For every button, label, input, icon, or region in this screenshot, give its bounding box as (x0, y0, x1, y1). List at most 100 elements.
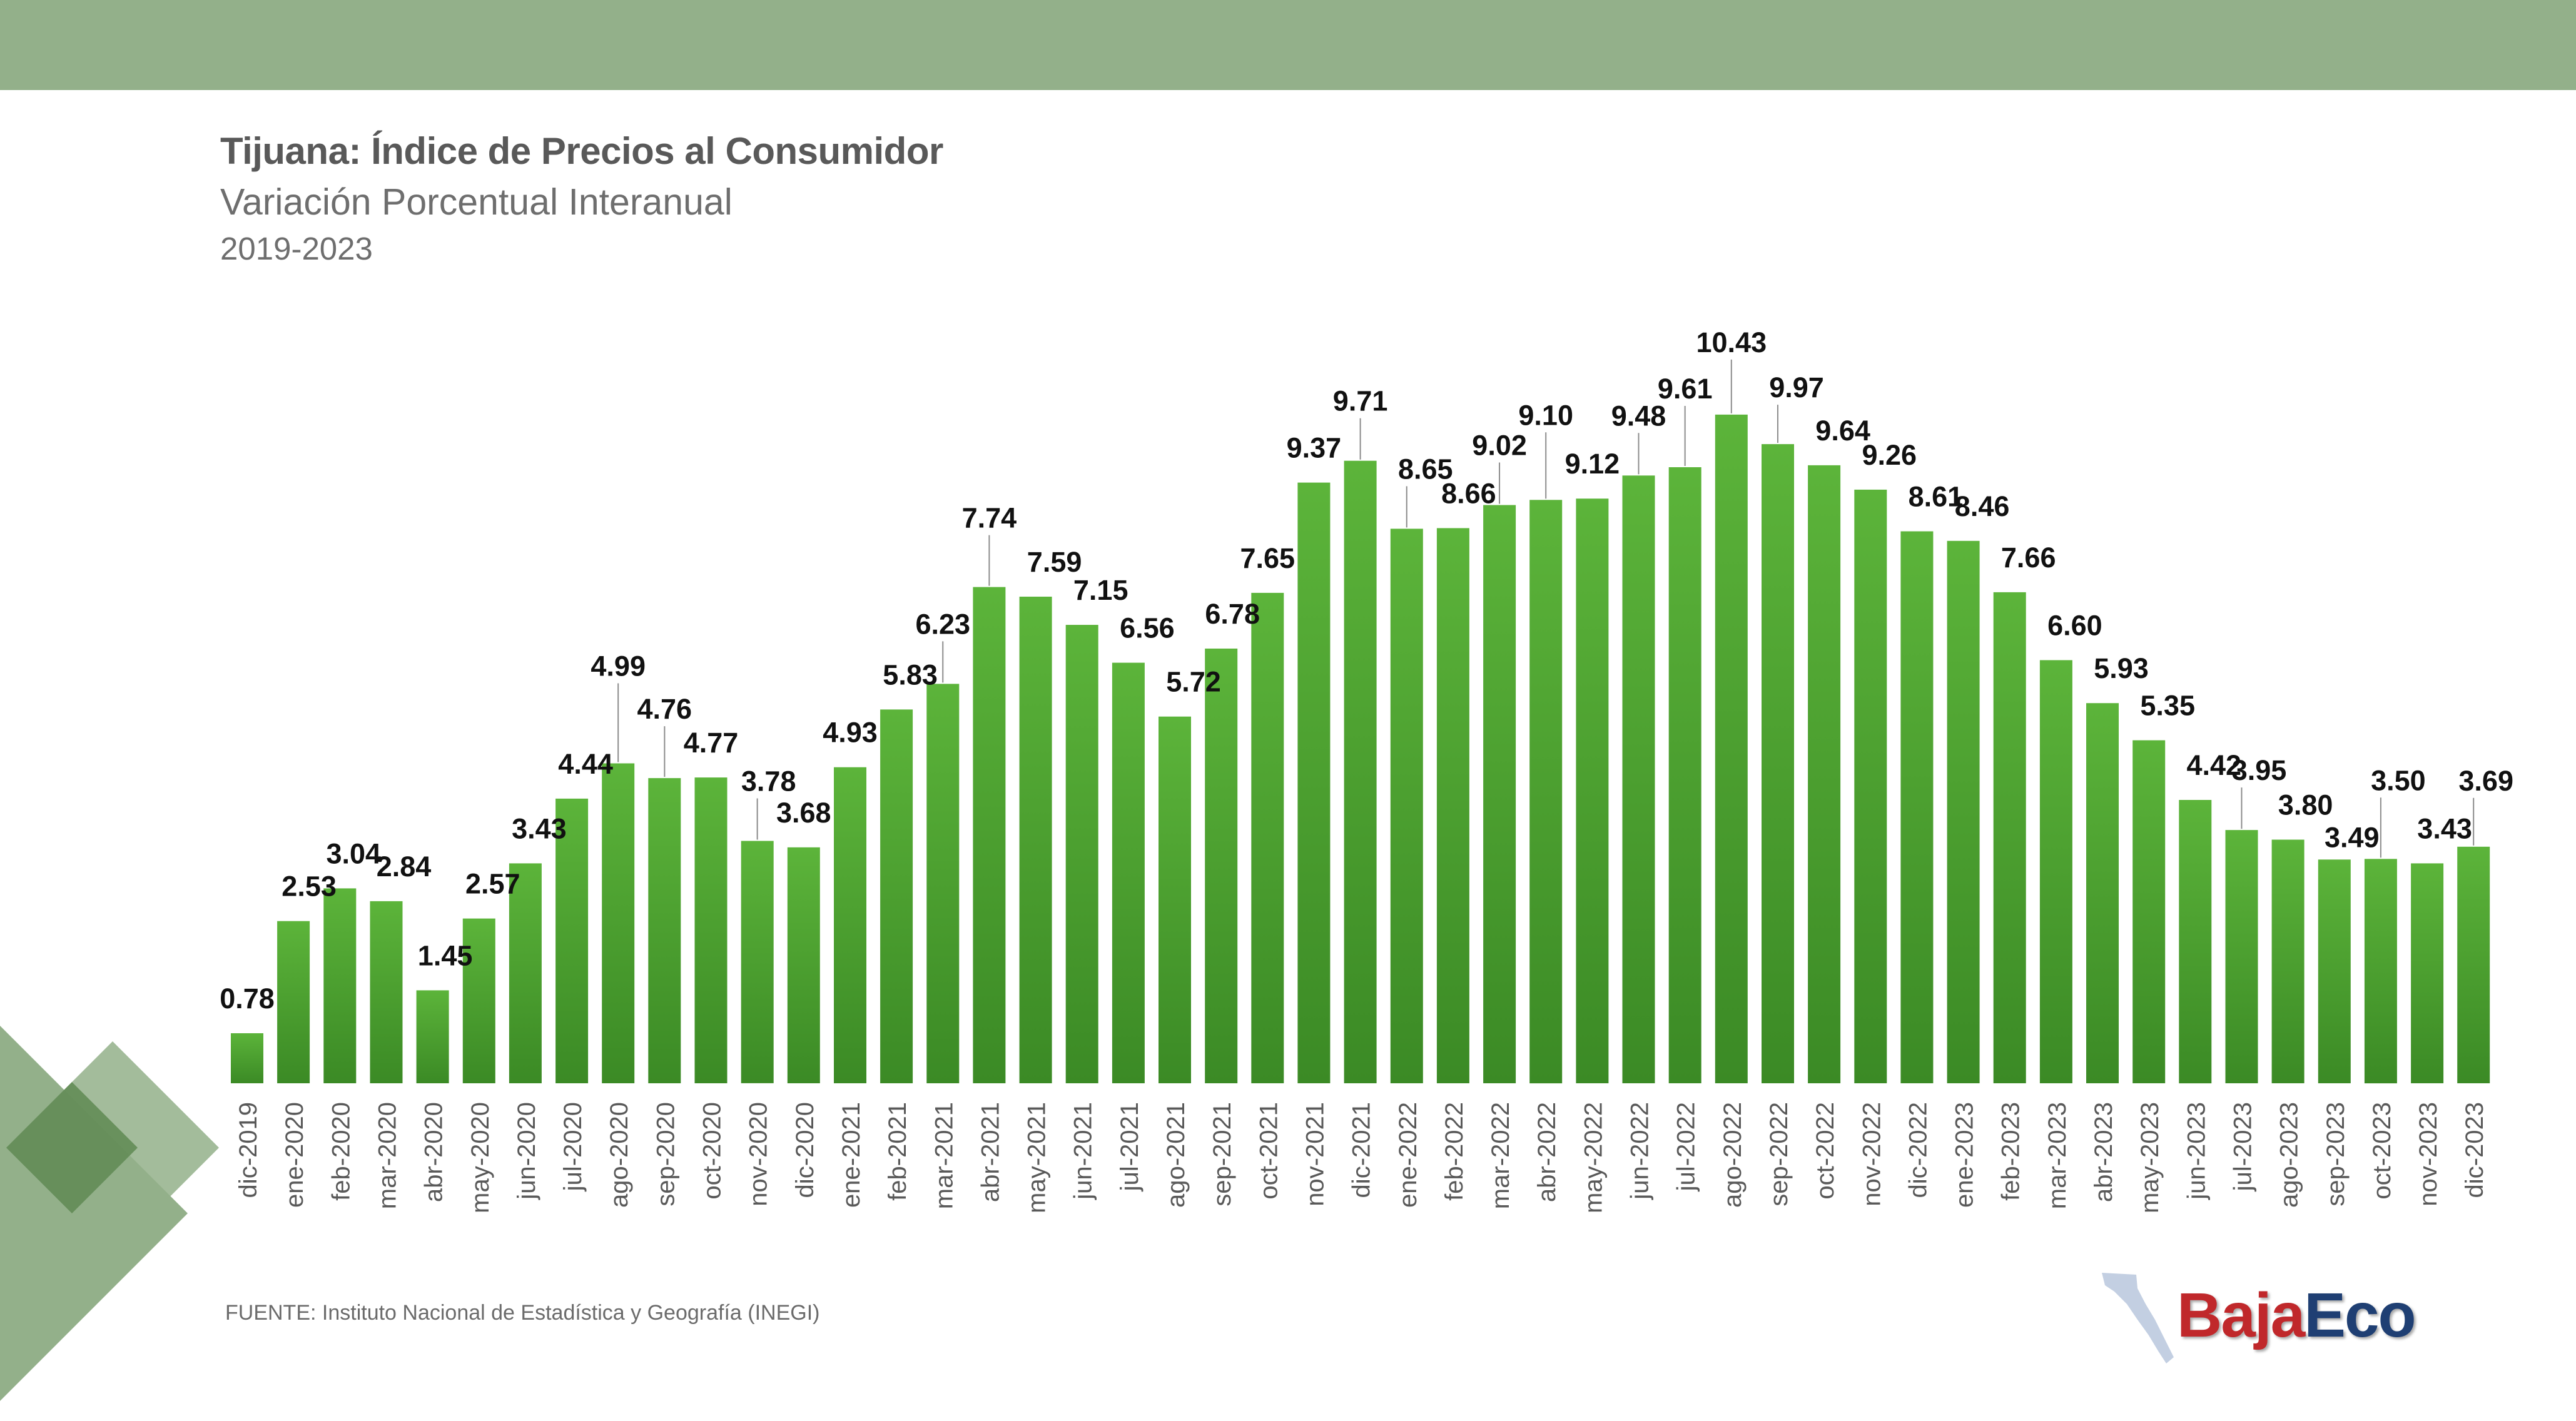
header-band (0, 0, 2576, 90)
value-label-feb-2022: 8.66 (1441, 477, 1496, 509)
bar-ene-2021 (834, 767, 866, 1083)
x-tick-label-mar-2020: mar-2020 (373, 1102, 401, 1209)
x-tick-label-mar-2023: mar-2023 (2044, 1102, 2071, 1209)
value-label-dic-2021: 9.71 (1333, 385, 1388, 417)
source-note: FUENTE: Instituto Nacional de Estadístic… (225, 1301, 820, 1325)
value-label-oct-2022: 9.64 (1815, 415, 1870, 447)
x-tick-label-abr-2021: abr-2021 (976, 1102, 1004, 1202)
bar-abr-2021 (973, 587, 1006, 1083)
x-tick-label-dic-2021: dic-2021 (1348, 1102, 1376, 1198)
value-label-sep-2021: 6.78 (1205, 598, 1260, 630)
value-label-oct-2023: 3.50 (2371, 764, 2426, 796)
x-tick-label-dic-2023: dic-2023 (2461, 1102, 2488, 1198)
value-label-sep-2022: 9.97 (1769, 372, 1824, 403)
bajaeco-logo: BajaEco (2099, 1270, 2462, 1376)
bar-ago-2020 (602, 763, 635, 1083)
bar-jul-2021 (1112, 662, 1145, 1083)
value-label-jul-2023: 3.95 (2232, 754, 2287, 786)
bar-may-2021 (1019, 597, 1052, 1083)
x-tick-label-abr-2023: abr-2023 (2090, 1102, 2117, 1202)
bar-ago-2023 (2271, 839, 2305, 1083)
value-label-jun-2022: 9.48 (1611, 400, 1666, 432)
x-tick-label-sep-2022: sep-2022 (1765, 1102, 1793, 1206)
x-tick-label-mar-2021: mar-2021 (930, 1102, 958, 1209)
x-tick-label-jun-2022: jun-2022 (1626, 1102, 1654, 1200)
value-label-jun-2021: 7.15 (1073, 574, 1128, 606)
value-label-mar-2021: 6.23 (916, 608, 971, 640)
bar-ene-2022 (1390, 528, 1423, 1083)
x-tick-label-jul-2021: jul-2021 (1116, 1102, 1143, 1191)
value-label-ago-2020: 4.99 (591, 650, 646, 682)
baja-california-map-icon (2102, 1273, 2174, 1363)
value-label-feb-2020: 3.04 (327, 837, 382, 869)
bar-mar-2021 (926, 684, 960, 1083)
value-label-sep-2023: 3.49 (2325, 821, 2380, 853)
x-tick-label-feb-2023: feb-2023 (1997, 1102, 2025, 1201)
x-tick-label-sep-2021: sep-2021 (1209, 1102, 1236, 1206)
value-label-jun-2023: 4.42 (2187, 749, 2242, 781)
value-label-nov-2023: 3.43 (2417, 812, 2472, 844)
value-labels-group: 0.78 2.533.042.84 1.45 2.57 3.43 4.44 4.99 4.76… (220, 326, 2513, 1014)
bar-sep-2023 (2318, 859, 2351, 1083)
value-label-nov-2022: 9.26 (1862, 439, 1917, 471)
value-label-ene-2022: 8.65 (1398, 453, 1453, 485)
value-label-dic-2022: 8.61 (1909, 481, 1964, 513)
bar-sep-2020 (648, 778, 681, 1083)
value-label-mar-2023: 6.60 (2047, 610, 2102, 642)
bar-mar-2022 (1483, 505, 1516, 1083)
x-tick-label-jun-2021: jun-2021 (1070, 1102, 1097, 1200)
bar-ene-2020 (277, 921, 310, 1083)
value-label-feb-2023: 7.66 (2001, 542, 2056, 574)
value-label-abr-2022: 9.10 (1518, 399, 1573, 431)
x-tick-label-ene-2020: ene-2020 (281, 1102, 308, 1208)
value-label-oct-2021: 7.65 (1240, 542, 1296, 574)
value-label-ene-2020: 2.53 (281, 871, 337, 903)
bar-oct-2023 (2364, 859, 2397, 1084)
x-tick-label-jul-2020: jul-2020 (559, 1102, 587, 1191)
bar-mar-2023 (2039, 660, 2072, 1083)
x-tick-label-mar-2022: mar-2022 (1487, 1102, 1514, 1209)
bar-sep-2022 (1762, 444, 1794, 1083)
x-tick-label-dic-2022: dic-2022 (1904, 1102, 1932, 1198)
bar-nov-2022 (1854, 489, 1887, 1083)
x-tick-label-nov-2021: nov-2021 (1301, 1102, 1329, 1206)
bar-jun-2023 (2179, 800, 2212, 1084)
x-tick-label-ago-2023: ago-2023 (2276, 1102, 2303, 1208)
bar-may-2023 (2132, 740, 2166, 1083)
x-tick-label-abr-2022: abr-2022 (1533, 1102, 1561, 1202)
value-label-jul-2021: 6.56 (1120, 612, 1175, 644)
value-label-dic-2020: 3.68 (776, 797, 831, 829)
x-tick-label-may-2023: may-2023 (2136, 1102, 2164, 1213)
value-label-may-2020: 2.57 (465, 868, 520, 900)
diamond-overlap (6, 1082, 138, 1213)
value-label-dic-2023: 3.69 (2458, 765, 2513, 797)
bar-jul-2023 (2225, 830, 2258, 1083)
bar-sep-2021 (1205, 649, 1238, 1083)
value-label-oct-2020: 4.77 (684, 727, 739, 759)
value-label-abr-2021: 7.74 (962, 502, 1017, 534)
x-tick-label-oct-2023: oct-2023 (2368, 1102, 2396, 1200)
value-label-nov-2020: 3.78 (741, 766, 796, 797)
bar-may-2020 (462, 918, 495, 1083)
x-tick-label-oct-2022: oct-2022 (1812, 1102, 1839, 1200)
value-label-jul-2022: 9.61 (1658, 373, 1713, 405)
value-label-ago-2023: 3.80 (2278, 789, 2333, 821)
bar-dic-2020 (787, 847, 820, 1083)
x-tick-label-ene-2022: ene-2022 (1394, 1102, 1422, 1208)
bar-jul-2022 (1668, 467, 1701, 1083)
value-label-mar-2020: 2.84 (377, 851, 432, 882)
x-tick-label-nov-2020: nov-2020 (745, 1102, 773, 1206)
x-tick-label-oct-2021: oct-2021 (1255, 1102, 1282, 1200)
value-label-abr-2023: 5.93 (2094, 652, 2149, 684)
chart-subtitle: Variación Porcentual Interanual (220, 181, 733, 223)
x-tick-label-ene-2023: ene-2023 (1951, 1102, 1979, 1208)
x-tick-label-may-2021: may-2021 (1023, 1102, 1051, 1213)
value-label-nov-2021: 9.37 (1287, 432, 1342, 464)
bar-mar-2020 (370, 901, 403, 1083)
chart-years: 2019-2023 (220, 231, 373, 266)
bar-feb-2022 (1436, 528, 1469, 1083)
bar-nov-2023 (2411, 863, 2444, 1083)
x-tick-label-oct-2020: oct-2020 (699, 1102, 726, 1200)
x-tick-label-dic-2020: dic-2020 (791, 1102, 819, 1198)
decorative-diamonds (0, 1026, 219, 1401)
